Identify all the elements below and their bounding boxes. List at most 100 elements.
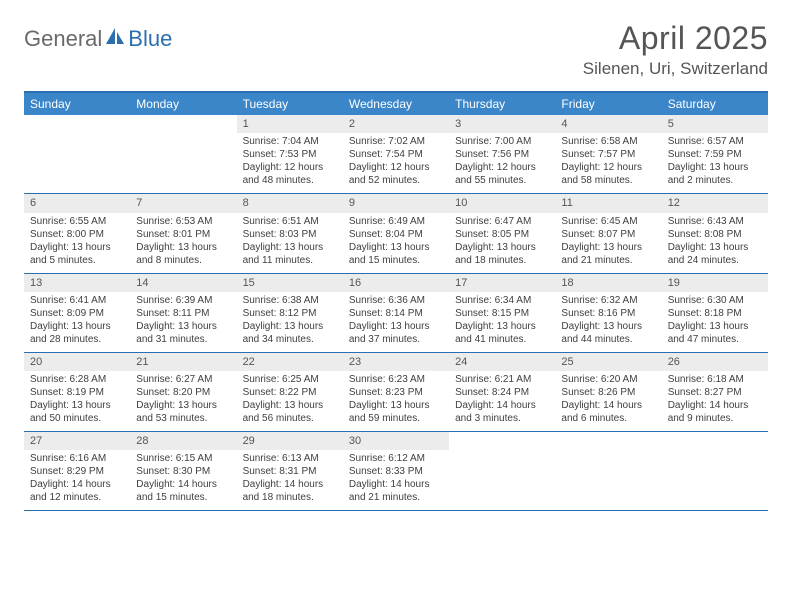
- day-cell: 5Sunrise: 6:57 AMSunset: 7:59 PMDaylight…: [662, 115, 768, 193]
- day-number: 21: [130, 353, 236, 371]
- day-number: 14: [130, 274, 236, 292]
- sunset-line: Sunset: 7:59 PM: [668, 148, 762, 161]
- location-subtitle: Silenen, Uri, Switzerland: [583, 59, 768, 79]
- daylight-line: Daylight: 13 hours and 11 minutes.: [243, 241, 337, 267]
- day-number: 5: [662, 115, 768, 133]
- day-cell: 26Sunrise: 6:18 AMSunset: 8:27 PMDayligh…: [662, 353, 768, 431]
- daylight-line: Daylight: 13 hours and 41 minutes.: [455, 320, 549, 346]
- day-cell: 27Sunrise: 6:16 AMSunset: 8:29 PMDayligh…: [24, 432, 130, 510]
- day-body: Sunrise: 6:36 AMSunset: 8:14 PMDaylight:…: [343, 292, 449, 352]
- day-number: 13: [24, 274, 130, 292]
- sunrise-line: Sunrise: 6:21 AM: [455, 373, 549, 386]
- daylight-line: Daylight: 13 hours and 44 minutes.: [561, 320, 655, 346]
- day-cell: 17Sunrise: 6:34 AMSunset: 8:15 PMDayligh…: [449, 274, 555, 352]
- week-row: 20Sunrise: 6:28 AMSunset: 8:19 PMDayligh…: [24, 353, 768, 432]
- day-body: Sunrise: 6:32 AMSunset: 8:16 PMDaylight:…: [555, 292, 661, 352]
- month-title: April 2025: [583, 20, 768, 57]
- day-number: 29: [237, 432, 343, 450]
- sunset-line: Sunset: 7:56 PM: [455, 148, 549, 161]
- day-number: 11: [555, 194, 661, 212]
- sunrise-line: Sunrise: 6:49 AM: [349, 215, 443, 228]
- day-cell: 1Sunrise: 7:04 AMSunset: 7:53 PMDaylight…: [237, 115, 343, 193]
- sunrise-line: Sunrise: 6:45 AM: [561, 215, 655, 228]
- day-number: 16: [343, 274, 449, 292]
- daylight-line: Daylight: 13 hours and 21 minutes.: [561, 241, 655, 267]
- sunset-line: Sunset: 8:29 PM: [30, 465, 124, 478]
- day-body: Sunrise: 7:02 AMSunset: 7:54 PMDaylight:…: [343, 133, 449, 193]
- sunset-line: Sunset: 8:24 PM: [455, 386, 549, 399]
- day-cell: 29Sunrise: 6:13 AMSunset: 8:31 PMDayligh…: [237, 432, 343, 510]
- sunrise-line: Sunrise: 6:34 AM: [455, 294, 549, 307]
- sunset-line: Sunset: 8:22 PM: [243, 386, 337, 399]
- daylight-line: Daylight: 14 hours and 15 minutes.: [136, 478, 230, 504]
- sunset-line: Sunset: 7:53 PM: [243, 148, 337, 161]
- day-number: 9: [343, 194, 449, 212]
- day-number: 20: [24, 353, 130, 371]
- sunrise-line: Sunrise: 7:02 AM: [349, 135, 443, 148]
- sunrise-line: Sunrise: 6:23 AM: [349, 373, 443, 386]
- sunset-line: Sunset: 8:05 PM: [455, 228, 549, 241]
- daylight-line: Daylight: 13 hours and 5 minutes.: [30, 241, 124, 267]
- day-number: 30: [343, 432, 449, 450]
- daylight-line: Daylight: 13 hours and 59 minutes.: [349, 399, 443, 425]
- day-cell: 20Sunrise: 6:28 AMSunset: 8:19 PMDayligh…: [24, 353, 130, 431]
- brand-text-blue: Blue: [128, 26, 172, 52]
- daylight-line: Daylight: 13 hours and 2 minutes.: [668, 161, 762, 187]
- day-number: 23: [343, 353, 449, 371]
- day-number: 28: [130, 432, 236, 450]
- day-body: Sunrise: 6:51 AMSunset: 8:03 PMDaylight:…: [237, 213, 343, 273]
- sunrise-line: Sunrise: 6:27 AM: [136, 373, 230, 386]
- daylight-line: Daylight: 14 hours and 6 minutes.: [561, 399, 655, 425]
- day-cell: 16Sunrise: 6:36 AMSunset: 8:14 PMDayligh…: [343, 274, 449, 352]
- day-of-week-header: Friday: [555, 93, 661, 115]
- sunrise-line: Sunrise: 6:41 AM: [30, 294, 124, 307]
- day-body: Sunrise: 6:39 AMSunset: 8:11 PMDaylight:…: [130, 292, 236, 352]
- day-body: [555, 450, 661, 508]
- day-of-week-header: Monday: [130, 93, 236, 115]
- day-cell: [24, 115, 130, 193]
- sunrise-line: Sunrise: 6:58 AM: [561, 135, 655, 148]
- day-body: Sunrise: 6:16 AMSunset: 8:29 PMDaylight:…: [24, 450, 130, 510]
- daylight-line: Daylight: 12 hours and 52 minutes.: [349, 161, 443, 187]
- sunset-line: Sunset: 8:07 PM: [561, 228, 655, 241]
- daylight-line: Daylight: 14 hours and 3 minutes.: [455, 399, 549, 425]
- sunrise-line: Sunrise: 6:20 AM: [561, 373, 655, 386]
- day-of-week-header: Saturday: [662, 93, 768, 115]
- day-body: [662, 450, 768, 508]
- day-cell: 2Sunrise: 7:02 AMSunset: 7:54 PMDaylight…: [343, 115, 449, 193]
- day-cell: [130, 115, 236, 193]
- daylight-line: Daylight: 14 hours and 21 minutes.: [349, 478, 443, 504]
- day-cell: 13 Sunrise: 6:41 AMSunset: 8:09 PMDayligh…: [24, 274, 130, 352]
- daylight-line: Daylight: 13 hours and 47 minutes.: [668, 320, 762, 346]
- sunset-line: Sunset: 8:09 PM: [30, 307, 124, 320]
- sunrise-line: Sunrise: 6:43 AM: [668, 215, 762, 228]
- day-number: 19: [662, 274, 768, 292]
- sunset-line: Sunset: 8:18 PM: [668, 307, 762, 320]
- day-cell: 8Sunrise: 6:51 AMSunset: 8:03 PMDaylight…: [237, 194, 343, 272]
- sunset-line: Sunset: 8:12 PM: [243, 307, 337, 320]
- sunrise-line: Sunrise: 6:39 AM: [136, 294, 230, 307]
- day-body: Sunrise: 6:25 AMSunset: 8:22 PMDaylight:…: [237, 371, 343, 431]
- day-body: Sunrise: 6:28 AMSunset: 8:19 PMDaylight:…: [24, 371, 130, 431]
- daylight-line: Daylight: 13 hours and 8 minutes.: [136, 241, 230, 267]
- daylight-line: Daylight: 13 hours and 15 minutes.: [349, 241, 443, 267]
- week-row: 13Sunrise: 6:41 AMSunset: 8:09 PMDayligh…: [24, 274, 768, 353]
- sunset-line: Sunset: 8:26 PM: [561, 386, 655, 399]
- day-cell: 22Sunrise: 6:25 AMSunset: 8:22 PMDayligh…: [237, 353, 343, 431]
- day-body: Sunrise: 6:21 AMSunset: 8:24 PMDaylight:…: [449, 371, 555, 431]
- week-row: 1Sunrise: 7:04 AMSunset: 7:53 PMDaylight…: [24, 115, 768, 194]
- daylight-line: Daylight: 13 hours and 50 minutes.: [30, 399, 124, 425]
- day-cell: 18Sunrise: 6:32 AMSunset: 8:16 PMDayligh…: [555, 274, 661, 352]
- daylight-line: Daylight: 13 hours and 37 minutes.: [349, 320, 443, 346]
- daylight-line: Daylight: 13 hours and 28 minutes.: [30, 320, 124, 346]
- day-cell: 19 Sunrise: 6:30 AMSunset: 8:18 PMDayligh…: [662, 274, 768, 352]
- sunset-line: Sunset: 8:15 PM: [455, 307, 549, 320]
- day-of-week-header: Tuesday: [237, 93, 343, 115]
- daylight-line: Daylight: 14 hours and 18 minutes.: [243, 478, 337, 504]
- weeks-container: 1Sunrise: 7:04 AMSunset: 7:53 PMDaylight…: [24, 115, 768, 511]
- sunrise-line: Sunrise: 6:30 AM: [668, 294, 762, 307]
- sunrise-line: Sunrise: 6:28 AM: [30, 373, 124, 386]
- week-row: 6Sunrise: 6:55 AMSunset: 8:00 PMDaylight…: [24, 194, 768, 273]
- sunset-line: Sunset: 8:30 PM: [136, 465, 230, 478]
- sunset-line: Sunset: 8:00 PM: [30, 228, 124, 241]
